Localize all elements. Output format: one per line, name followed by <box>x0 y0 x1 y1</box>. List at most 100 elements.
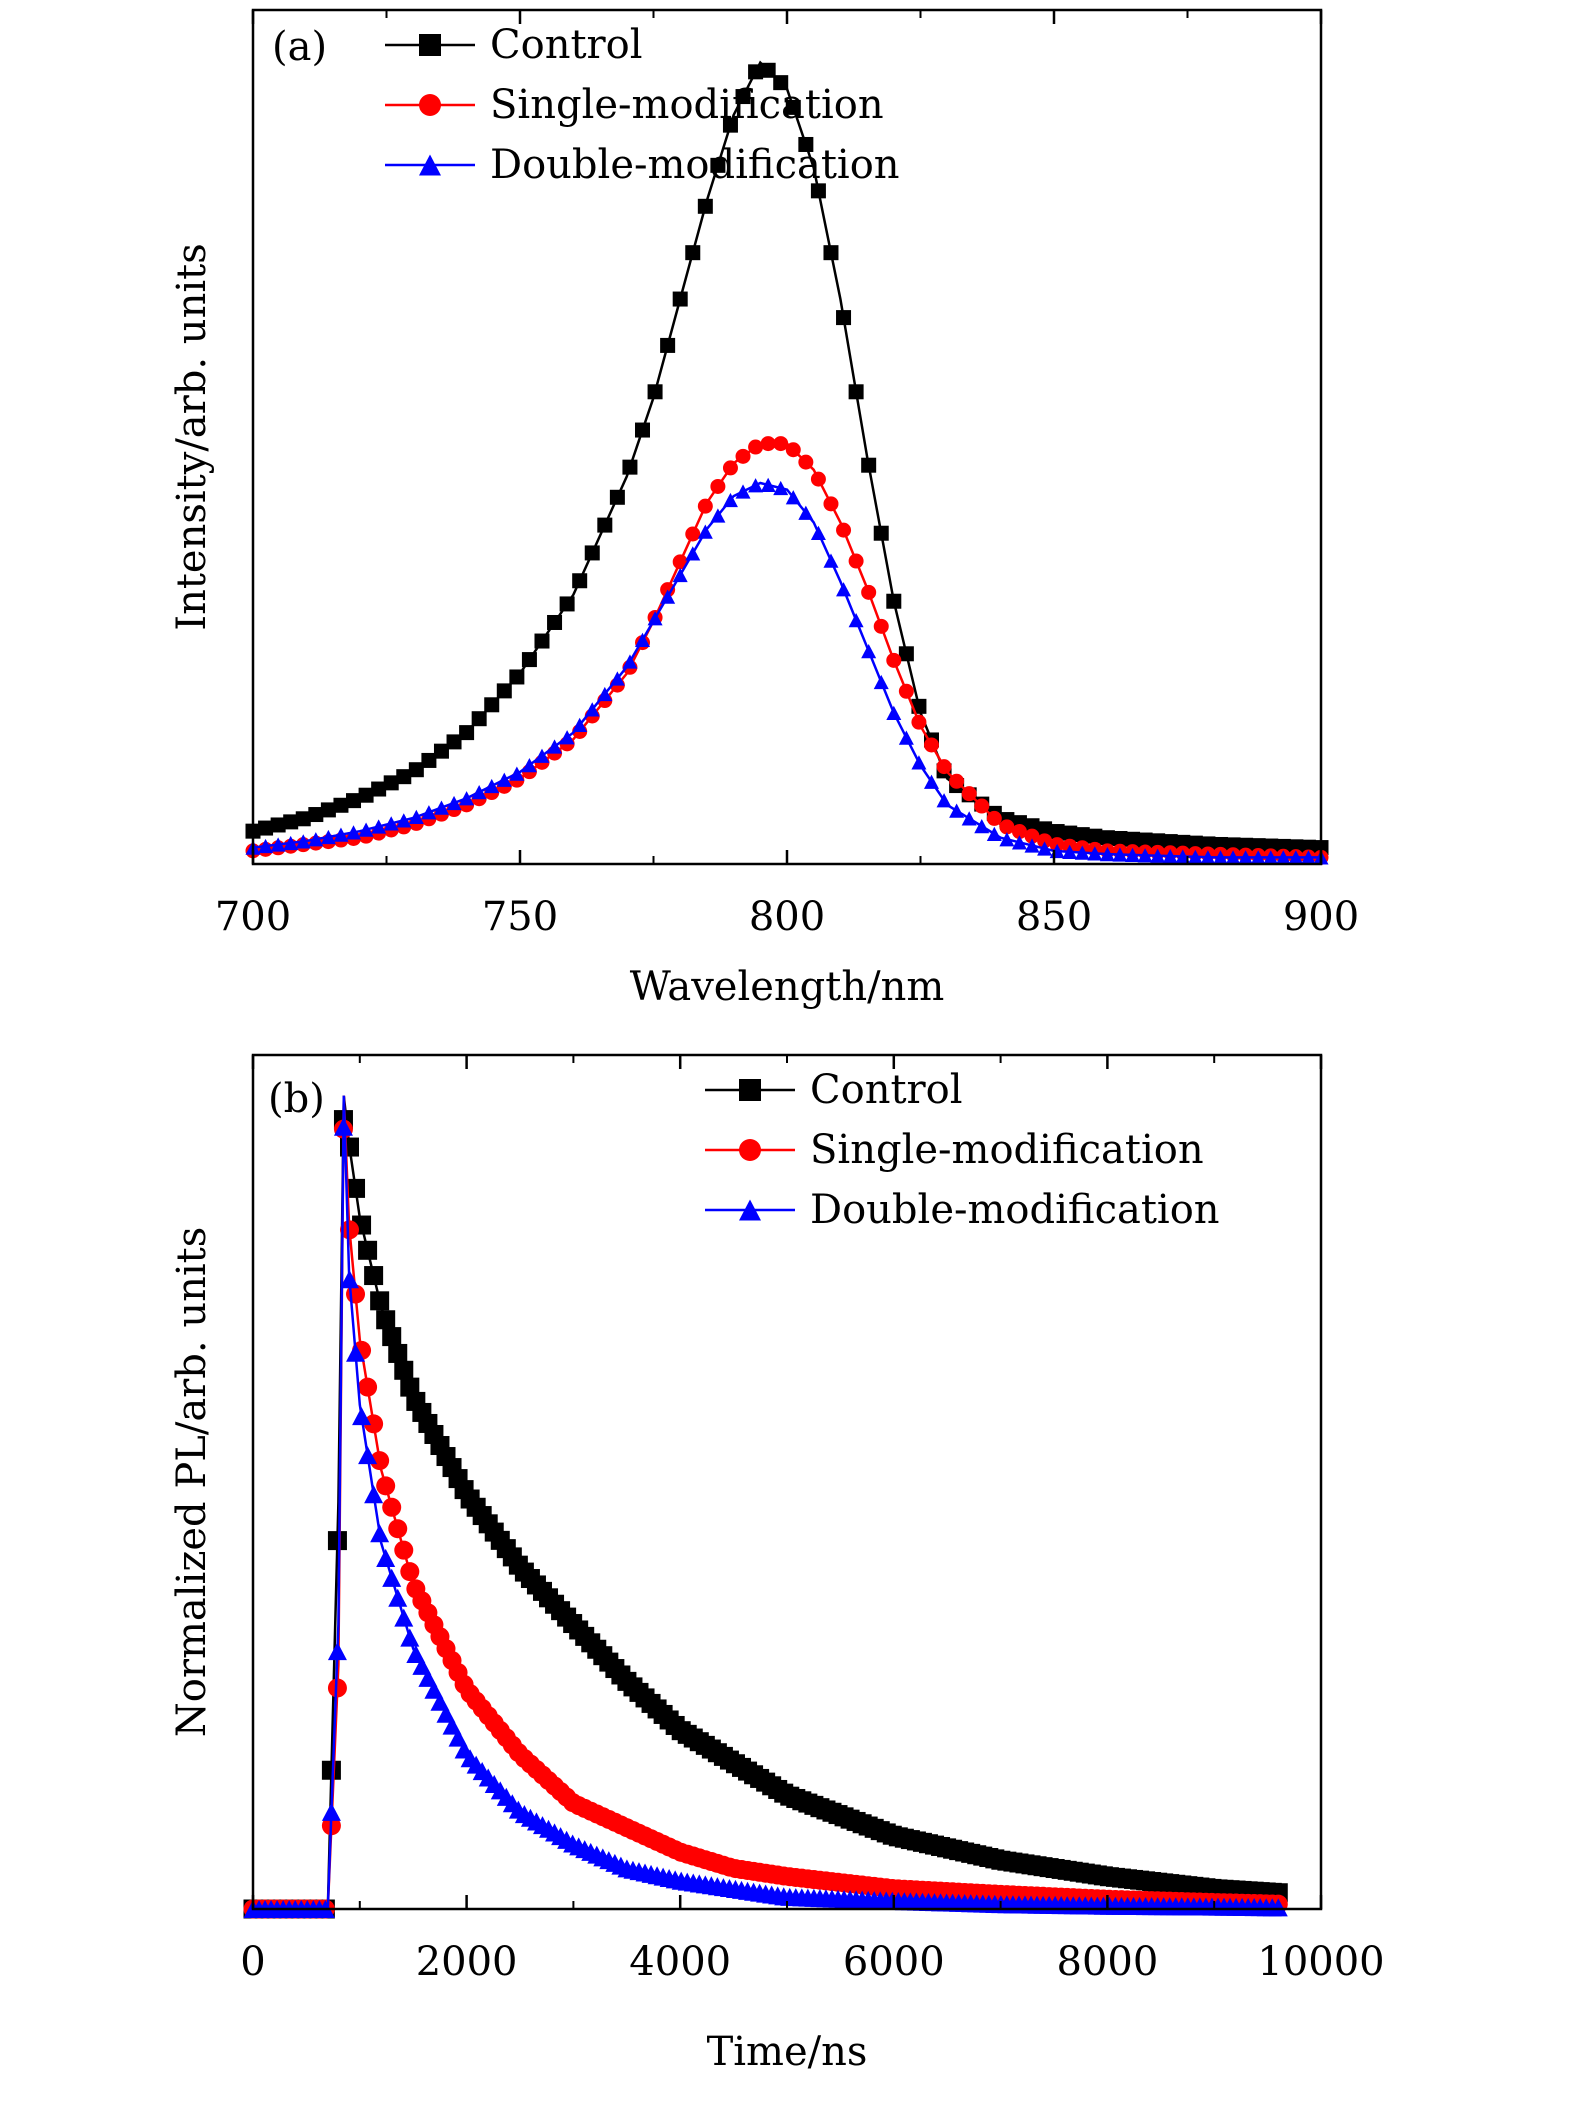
data-point <box>760 477 776 493</box>
data-point <box>710 478 726 494</box>
data-point <box>635 632 651 647</box>
data-point <box>672 567 688 583</box>
data-point <box>1275 850 1291 865</box>
data-point <box>459 725 475 741</box>
data-point <box>873 618 889 634</box>
data-point <box>383 775 399 791</box>
data-point <box>1099 830 1115 846</box>
x-tick-label: 850 <box>1016 894 1092 940</box>
data-point <box>521 757 537 773</box>
data-point <box>584 545 600 561</box>
data-point <box>873 525 889 541</box>
series-line <box>252 442 1322 859</box>
data-point <box>1112 830 1128 846</box>
data-point <box>1162 848 1178 864</box>
data-point <box>936 759 952 775</box>
data-point <box>923 737 939 753</box>
data-point <box>484 778 500 794</box>
data-point <box>412 1656 432 1675</box>
data-point <box>760 62 776 78</box>
series-double-modification <box>245 477 1329 865</box>
data-point <box>735 89 751 105</box>
data-point <box>572 717 588 733</box>
data-point <box>1263 850 1279 865</box>
data-point <box>346 793 362 809</box>
legend-marker <box>419 34 441 56</box>
data-point <box>295 811 311 827</box>
data-point <box>559 730 575 745</box>
plot-frame <box>251 8 1323 866</box>
data-point <box>1137 832 1153 848</box>
x-tick-label: 750 <box>482 894 558 940</box>
panel-b: 0 2000 4000 6000 8000 10000 Time/ns Normalized … <box>169 1053 1385 2075</box>
data-point <box>861 457 877 473</box>
data-point <box>327 1531 347 1551</box>
data-point <box>421 752 437 768</box>
data-point <box>333 797 349 813</box>
data-point <box>1187 835 1203 851</box>
data-point <box>442 1716 462 1735</box>
data-point <box>1024 838 1040 853</box>
legend-marker <box>739 1079 761 1101</box>
panel-a: 700 750 800 850 900 Wavelength/nm Intensity/ar… <box>169 8 1359 1010</box>
data-point <box>408 809 424 824</box>
legend-label: Single-modification <box>490 82 884 128</box>
data-point <box>364 1266 384 1286</box>
data-point <box>388 1588 408 1607</box>
data-point <box>521 652 537 668</box>
data-point <box>823 245 839 261</box>
data-point <box>424 1680 444 1699</box>
data-point <box>1062 825 1078 841</box>
data-point <box>1074 845 1090 860</box>
data-point <box>785 490 801 505</box>
data-point <box>748 478 764 493</box>
data-point <box>660 589 676 604</box>
data-point <box>1175 834 1191 850</box>
data-point <box>584 702 600 717</box>
data-point <box>471 711 487 727</box>
data-point <box>459 791 475 806</box>
data-point <box>961 811 977 826</box>
data-point <box>400 1377 420 1397</box>
data-point <box>572 573 588 589</box>
legend-label: Control <box>810 1067 963 1113</box>
data-point <box>388 1519 408 1539</box>
data-point <box>496 772 512 787</box>
data-point <box>283 835 299 851</box>
x-axis-title: Wavelength/nm <box>630 964 945 1010</box>
data-point <box>376 1310 396 1330</box>
data-point <box>371 781 387 797</box>
data-point <box>370 1451 390 1471</box>
data-point <box>421 805 437 820</box>
data-point <box>321 1802 341 1821</box>
data-point <box>382 1327 402 1347</box>
data-point <box>358 1446 378 1465</box>
data-point <box>622 459 638 475</box>
data-point <box>735 484 751 499</box>
data-point <box>534 748 550 763</box>
data-point <box>635 422 651 438</box>
data-point <box>697 198 713 214</box>
data-point <box>321 1760 341 1780</box>
data-point <box>773 436 789 452</box>
x-tick-label: 10000 <box>1257 1939 1384 1985</box>
data-point <box>810 471 826 487</box>
data-point <box>722 492 738 508</box>
data-point <box>339 1220 359 1240</box>
data-point <box>364 1485 384 1504</box>
data-point <box>986 826 1002 841</box>
data-point <box>609 671 625 686</box>
data-point <box>886 652 902 668</box>
data-point <box>1037 841 1053 856</box>
data-point <box>394 1360 414 1380</box>
data-point <box>370 1291 390 1311</box>
data-point <box>898 683 914 699</box>
data-point <box>848 384 864 400</box>
data-point <box>597 517 613 533</box>
data-point <box>1074 827 1090 843</box>
data-point <box>436 1704 456 1723</box>
legend-marker <box>419 94 441 116</box>
data-point <box>848 553 864 569</box>
data-point <box>936 793 952 808</box>
data-point <box>848 613 864 628</box>
